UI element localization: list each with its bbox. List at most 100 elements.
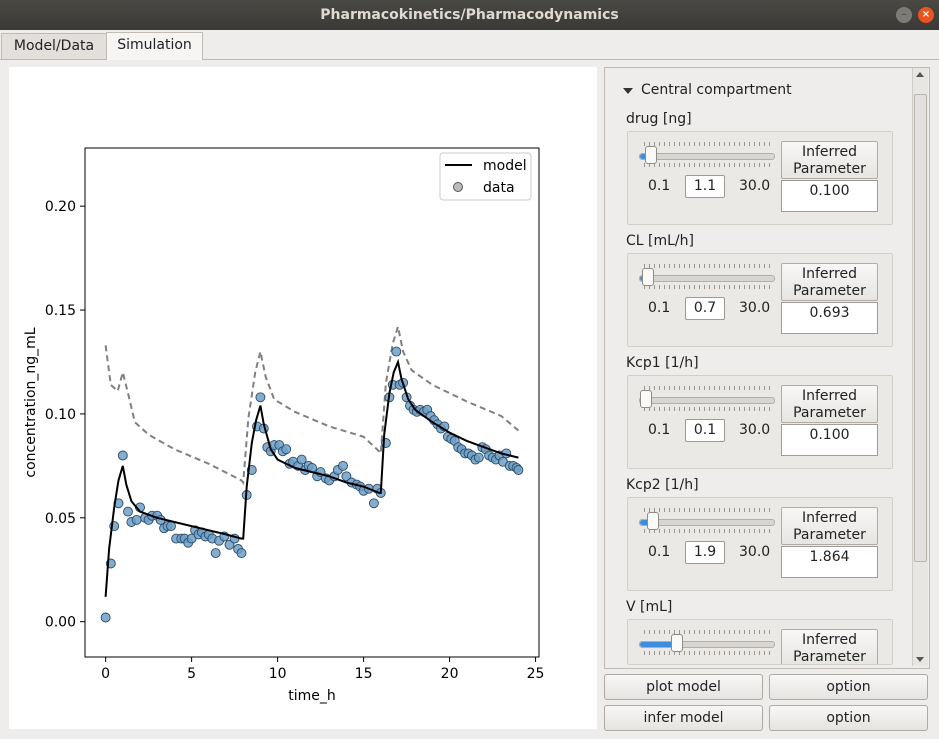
- y-tick-label: 0.10: [45, 407, 76, 423]
- section-central-compartment[interactable]: Central compartment: [641, 82, 792, 98]
- inferred-value-field[interactable]: 0.693: [781, 302, 878, 334]
- param-slider[interactable]: [639, 153, 775, 160]
- inferred-value-field[interactable]: 0.100: [781, 180, 878, 212]
- y-tick-label: 0.15: [45, 303, 76, 319]
- param-value-input[interactable]: 1.1: [685, 175, 725, 198]
- x-axis-label: time_h: [288, 688, 336, 704]
- plot-model-button[interactable]: plot model: [604, 674, 763, 700]
- slider-ticks: [644, 630, 773, 634]
- data-point: [131, 514, 142, 525]
- slider-fill: [640, 520, 652, 525]
- slider-handle[interactable]: [647, 512, 660, 530]
- button-label-line: Parameter: [793, 405, 866, 421]
- close-button[interactable]: ×: [918, 7, 934, 23]
- tab-model-data[interactable]: Model/Data: [1, 33, 107, 59]
- button-label-line: Inferred: [801, 266, 857, 282]
- inferred-parameter-button[interactable]: Inferred Parameter: [781, 629, 878, 665]
- slider-max-label: 30.0: [739, 422, 771, 438]
- inferred-value-field[interactable]: 1.864: [781, 546, 878, 578]
- minimize-button[interactable]: –: [896, 7, 912, 23]
- y-tick-label: 0.00: [45, 615, 76, 631]
- inferred-parameter-button[interactable]: Inferred Parameter: [781, 385, 878, 423]
- slider-ticks: [644, 142, 773, 146]
- slider-fill: [640, 642, 675, 647]
- scroll-down-icon[interactable]: [916, 657, 924, 662]
- button-label-line: Inferred: [801, 510, 857, 526]
- option-button-2[interactable]: option: [769, 705, 928, 731]
- slider-ticks: [644, 285, 773, 289]
- slider-ticks: [644, 386, 773, 390]
- slider-min-label: 0.1: [648, 422, 671, 438]
- slider-min-label: 0.1: [648, 544, 671, 560]
- data-point: [255, 392, 266, 403]
- concentration-chart: 0 5 10 15 20 25 0.00 0.05 0.10 0.15 0.20 time_h co…: [23, 147, 545, 704]
- data-point: [338, 460, 348, 471]
- button-label-line: Inferred: [801, 144, 857, 160]
- x-tick-label: 10: [269, 666, 287, 682]
- data-point: [391, 346, 402, 357]
- param-label: V [mL]: [626, 599, 673, 615]
- window-title: Pharmacokinetics/Pharmacodynamics: [320, 7, 619, 23]
- x-tick-label: 15: [355, 666, 373, 682]
- tab-label: Model/Data: [13, 38, 95, 54]
- slider-max-label: 30.0: [739, 544, 771, 560]
- data-point: [100, 612, 111, 623]
- plot-area: 0 5 10 15 20 25 0.00 0.05 0.10 0.15 0.20 time_h co…: [9, 67, 597, 729]
- inferred-value-field[interactable]: 0.100: [781, 424, 878, 456]
- dashed-line: [104, 322, 520, 486]
- param-value-input[interactable]: 0.1: [685, 419, 725, 442]
- slider-ticks: [644, 163, 773, 167]
- slider-handle[interactable]: [642, 268, 655, 286]
- param-value-input[interactable]: 1.9: [685, 541, 725, 564]
- slider-ticks: [644, 508, 773, 512]
- scrollbar-thumb[interactable]: [914, 94, 927, 562]
- option-button[interactable]: option: [769, 674, 928, 700]
- button-label-line: Parameter: [793, 527, 866, 543]
- param-group: 0.1 0.7 30.0 Inferred Parameter 0.693: [627, 253, 893, 347]
- param-value-input[interactable]: 0.7: [685, 297, 725, 320]
- button-label-line: Parameter: [793, 649, 866, 665]
- tab-label: Simulation: [117, 37, 192, 53]
- data-point: [368, 498, 379, 509]
- y-tick-label: 0.05: [45, 511, 76, 527]
- y-axis-label: concentration_ng_mL: [23, 327, 39, 477]
- inferred-parameter-button[interactable]: Inferred Parameter: [781, 141, 878, 179]
- slider-fill: [640, 154, 649, 159]
- param-slider[interactable]: [639, 275, 775, 282]
- slider-min-label: 0.1: [648, 300, 671, 316]
- button-label-line: Parameter: [793, 161, 866, 177]
- button-label-line: Parameter: [793, 283, 866, 299]
- slider-handle[interactable]: [671, 634, 683, 652]
- scroll-up-icon[interactable]: [916, 72, 924, 77]
- slider-handle[interactable]: [640, 390, 652, 408]
- inferred-parameter-button[interactable]: Inferred Parameter: [781, 507, 878, 545]
- param-group: Inferred Parameter: [627, 619, 893, 665]
- slider-handle[interactable]: [644, 146, 657, 164]
- x-tick-label: 25: [527, 666, 545, 682]
- axis-ticks: 0 5 10 15 20 25 0.00 0.05 0.10 0.15 0.20: [45, 199, 545, 682]
- button-label-line: Inferred: [801, 632, 857, 648]
- axes-frame: [84, 147, 540, 658]
- data-series: [100, 346, 524, 623]
- infer-model-button[interactable]: infer model: [604, 705, 763, 731]
- panel-scrollbar[interactable]: [912, 68, 928, 666]
- param-slider[interactable]: [639, 519, 775, 526]
- y-tick-label: 0.20: [45, 199, 76, 215]
- data-point: [236, 548, 247, 559]
- tab-simulation[interactable]: Simulation: [106, 32, 203, 60]
- button-label-line: Inferred: [801, 388, 857, 404]
- legend-data-label: data: [483, 180, 515, 196]
- collapse-triangle-icon[interactable]: [623, 88, 633, 94]
- slider-ticks: [644, 651, 773, 655]
- window-titlebar: Pharmacokinetics/Pharmacodynamics: [0, 0, 939, 30]
- x-tick-label: 5: [187, 666, 196, 682]
- data-point: [123, 506, 133, 517]
- param-slider[interactable]: [639, 397, 775, 404]
- data-point: [117, 450, 128, 461]
- param-slider[interactable]: [639, 641, 775, 648]
- inferred-parameter-button[interactable]: Inferred Parameter: [781, 263, 878, 301]
- dashed-series: [104, 322, 520, 486]
- slider-max-label: 30.0: [739, 178, 771, 194]
- param-label: drug [ng]: [626, 111, 692, 127]
- data-point: [513, 465, 524, 475]
